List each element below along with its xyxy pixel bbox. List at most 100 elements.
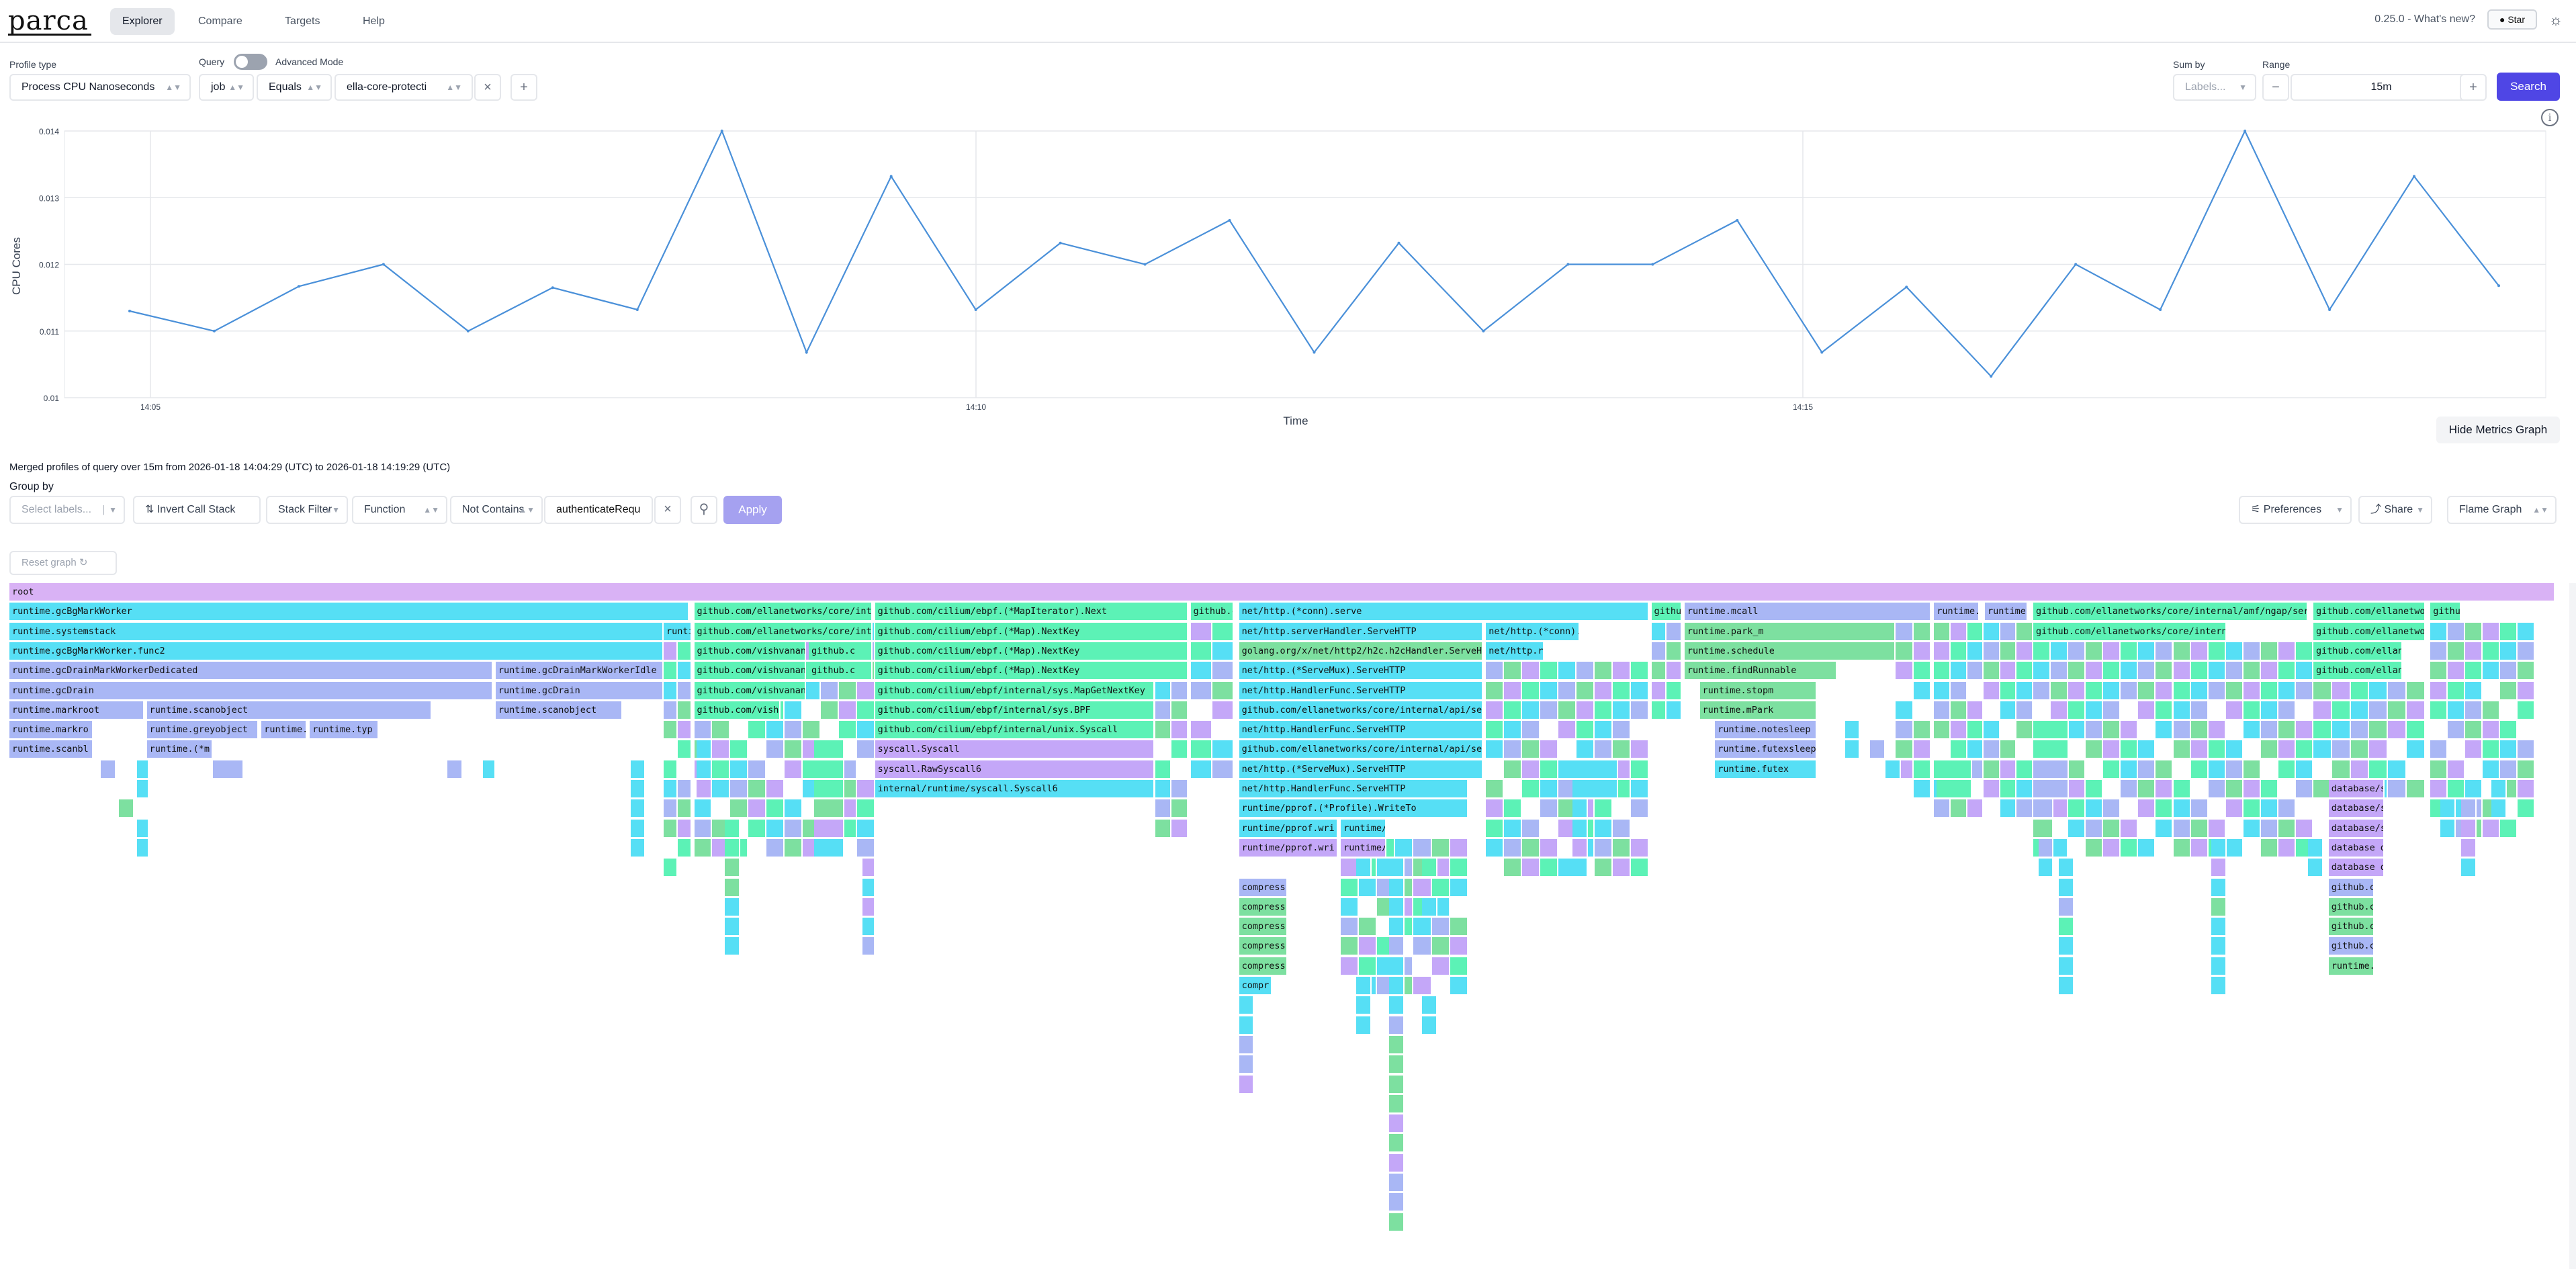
flame-frame[interactable] xyxy=(2211,838,2227,857)
flame-frame[interactable] xyxy=(2190,819,2209,837)
flame-frame[interactable] xyxy=(1950,662,1967,680)
flame-frame[interactable] xyxy=(1594,701,1613,719)
flame-frame[interactable] xyxy=(2058,859,2074,877)
data-point[interactable] xyxy=(635,308,639,311)
flame-frame[interactable] xyxy=(1504,760,1523,778)
flame-frame[interactable] xyxy=(2211,878,2227,896)
sun-icon[interactable]: ☼ xyxy=(2548,11,2563,28)
flame-frame[interactable] xyxy=(136,819,150,837)
flame-frame[interactable] xyxy=(2465,622,2483,640)
flame-frame[interactable] xyxy=(1389,957,1405,975)
flame-frame[interactable] xyxy=(1450,859,1468,877)
flame-frame[interactable] xyxy=(1155,799,1172,818)
flame-frame[interactable] xyxy=(2156,780,2174,797)
flame-frame[interactable] xyxy=(1576,681,1595,699)
flame-frame[interactable] xyxy=(2000,681,2017,699)
flame-frame[interactable] xyxy=(2448,622,2466,640)
flame-frame[interactable] xyxy=(1212,622,1234,640)
flame-frame[interactable] xyxy=(2517,740,2535,758)
flame-frame[interactable] xyxy=(2051,838,2069,857)
data-point[interactable] xyxy=(2413,175,2416,178)
flame-frame[interactable] xyxy=(2103,721,2121,739)
flame-frame[interactable] xyxy=(664,721,678,739)
flame-frame[interactable] xyxy=(664,780,678,797)
flame-frame[interactable] xyxy=(724,918,740,936)
flame-frame[interactable] xyxy=(1651,701,1667,719)
flame-frame[interactable] xyxy=(2190,799,2209,818)
flame-frame[interactable] xyxy=(1212,681,1234,699)
flame-frame[interactable] xyxy=(1413,918,1432,936)
filter-settings-icon[interactable]: ⚲ xyxy=(691,496,717,524)
flame-frame[interactable] xyxy=(1630,740,1649,758)
flame-frame[interactable] xyxy=(1212,701,1234,719)
flame-frame[interactable] xyxy=(1572,819,1588,837)
flame-frame[interactable] xyxy=(2086,819,2104,837)
flame-frame[interactable] xyxy=(2121,819,2139,837)
flame-frame[interactable] xyxy=(2121,760,2139,778)
flame-frame[interactable] xyxy=(2278,721,2296,739)
advanced-mode-toggle[interactable] xyxy=(234,54,267,70)
flame-frame[interactable] xyxy=(1239,1075,1255,1093)
flame-frame[interactable] xyxy=(2086,681,2104,699)
data-point[interactable] xyxy=(720,130,723,132)
flame-frame[interactable] xyxy=(2033,780,2070,797)
flame-frame[interactable] xyxy=(1389,1035,1405,1053)
preferences-button[interactable]: ⚟ Preferences ▼ xyxy=(2239,496,2352,524)
flame-frame[interactable] xyxy=(2430,740,2448,758)
flame-frame[interactable] xyxy=(2517,642,2535,660)
flame-frame[interactable] xyxy=(1341,878,1360,896)
flame-frame[interactable]: compr xyxy=(1239,977,1272,994)
flame-frame[interactable] xyxy=(1913,760,1932,778)
flame-frame[interactable] xyxy=(1452,977,1468,994)
flame-frame[interactable] xyxy=(2103,799,2121,818)
flame-frame[interactable] xyxy=(1913,662,1932,680)
flame-frame[interactable] xyxy=(2225,740,2244,758)
github-star-button[interactable]: ● Star xyxy=(2487,9,2537,30)
flame-frame[interactable] xyxy=(1431,838,1450,857)
flame-frame[interactable]: github.c xyxy=(809,642,873,660)
flame-frame[interactable] xyxy=(1413,838,1432,857)
flame-frame[interactable] xyxy=(697,760,713,778)
flame-frame[interactable] xyxy=(677,721,692,739)
flame-frame[interactable] xyxy=(2225,642,2244,660)
flame-frame[interactable]: golang.org/x/net/http2/h2c.h2cHandler.Se… xyxy=(1239,642,1484,660)
flame-frame[interactable] xyxy=(2211,918,2227,936)
flame-frame[interactable] xyxy=(1612,662,1631,680)
sum-by-select[interactable]: Labels... ▼ xyxy=(2173,74,2256,101)
flame-frame[interactable] xyxy=(1950,681,1967,699)
flame-frame[interactable] xyxy=(1522,681,1541,699)
flame-frame[interactable]: github.com/cilium/ebpf/internal/unix.Sys… xyxy=(875,721,1155,739)
flame-frame[interactable] xyxy=(1486,780,1505,797)
flame-frame[interactable] xyxy=(2208,780,2226,797)
flame-frame[interactable] xyxy=(1359,957,1378,975)
flame-frame[interactable] xyxy=(1937,780,1973,797)
flame-frame[interactable] xyxy=(2208,681,2226,699)
flame-frame[interactable] xyxy=(1967,642,1984,660)
flame-frame[interactable] xyxy=(2016,681,2034,699)
flame-frame[interactable] xyxy=(1212,760,1234,778)
flame-frame[interactable] xyxy=(2138,838,2156,857)
flame-frame[interactable] xyxy=(838,681,857,699)
flame-frame[interactable] xyxy=(1896,662,1914,680)
flame-frame[interactable]: runtime/pprof.wri xyxy=(1239,838,1339,857)
flame-frame[interactable]: runtime.notesleep xyxy=(1715,721,1817,739)
flame-frame[interactable] xyxy=(1239,996,1255,1014)
flame-frame[interactable] xyxy=(2517,662,2535,680)
flame-frame[interactable]: runtime.mPark xyxy=(1699,701,1817,719)
flame-frame[interactable]: runtime.gcDrainMarkWorkerIdle xyxy=(495,662,664,680)
flame-frame[interactable]: github.com/cilium/ebpf.(*Map).NextKey xyxy=(875,662,1188,680)
flame-frame[interactable] xyxy=(2156,701,2174,719)
flame-frame[interactable] xyxy=(2388,721,2407,739)
flame-frame[interactable] xyxy=(1934,799,1951,818)
flame-frame[interactable] xyxy=(856,721,875,739)
flame-frame[interactable] xyxy=(2121,642,2139,660)
flame-frame[interactable] xyxy=(2308,838,2324,857)
flame-frame[interactable] xyxy=(2465,780,2483,797)
flame-frame[interactable] xyxy=(724,859,740,877)
flame-frame[interactable] xyxy=(2051,681,2069,699)
flame-frame[interactable] xyxy=(1630,760,1649,778)
flame-frame[interactable] xyxy=(1431,918,1450,936)
flame-frame[interactable] xyxy=(724,878,740,896)
flame-frame[interactable] xyxy=(2278,740,2296,758)
flame-frame[interactable] xyxy=(2103,642,2121,660)
